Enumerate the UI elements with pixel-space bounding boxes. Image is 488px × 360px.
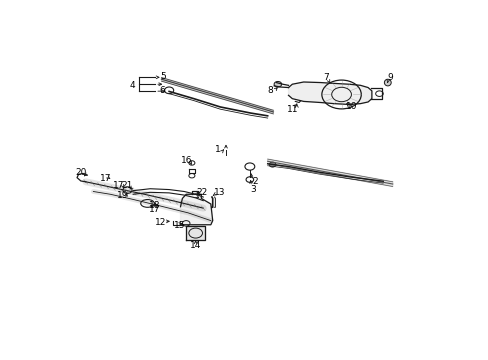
Text: 3: 3 [250, 185, 256, 194]
Text: 8: 8 [267, 86, 273, 95]
Text: 13: 13 [213, 188, 225, 197]
Circle shape [274, 81, 281, 87]
Polygon shape [267, 159, 392, 186]
Polygon shape [186, 226, 205, 240]
Text: 20: 20 [75, 168, 86, 177]
Text: 14: 14 [189, 240, 201, 249]
Text: 16: 16 [181, 156, 192, 165]
Text: 22: 22 [196, 188, 207, 197]
Text: 7: 7 [323, 73, 328, 82]
Text: 9: 9 [386, 72, 392, 81]
Text: 17: 17 [149, 205, 161, 214]
Polygon shape [161, 77, 273, 114]
Circle shape [268, 162, 275, 167]
Text: 10: 10 [346, 103, 357, 112]
Text: 17: 17 [113, 181, 124, 190]
Text: 6: 6 [160, 86, 165, 95]
Text: 21: 21 [122, 181, 133, 190]
Polygon shape [180, 194, 212, 225]
Text: 18: 18 [149, 201, 161, 210]
Text: 17: 17 [100, 174, 111, 183]
Text: 5: 5 [160, 72, 165, 81]
Text: 11: 11 [286, 105, 298, 114]
Text: 4: 4 [129, 81, 135, 90]
Polygon shape [288, 82, 371, 104]
Ellipse shape [384, 79, 390, 86]
Text: 2: 2 [252, 177, 258, 186]
Text: 15: 15 [173, 221, 185, 230]
Text: 12: 12 [154, 218, 166, 227]
Text: 1: 1 [214, 145, 220, 154]
Text: 19: 19 [117, 190, 128, 199]
